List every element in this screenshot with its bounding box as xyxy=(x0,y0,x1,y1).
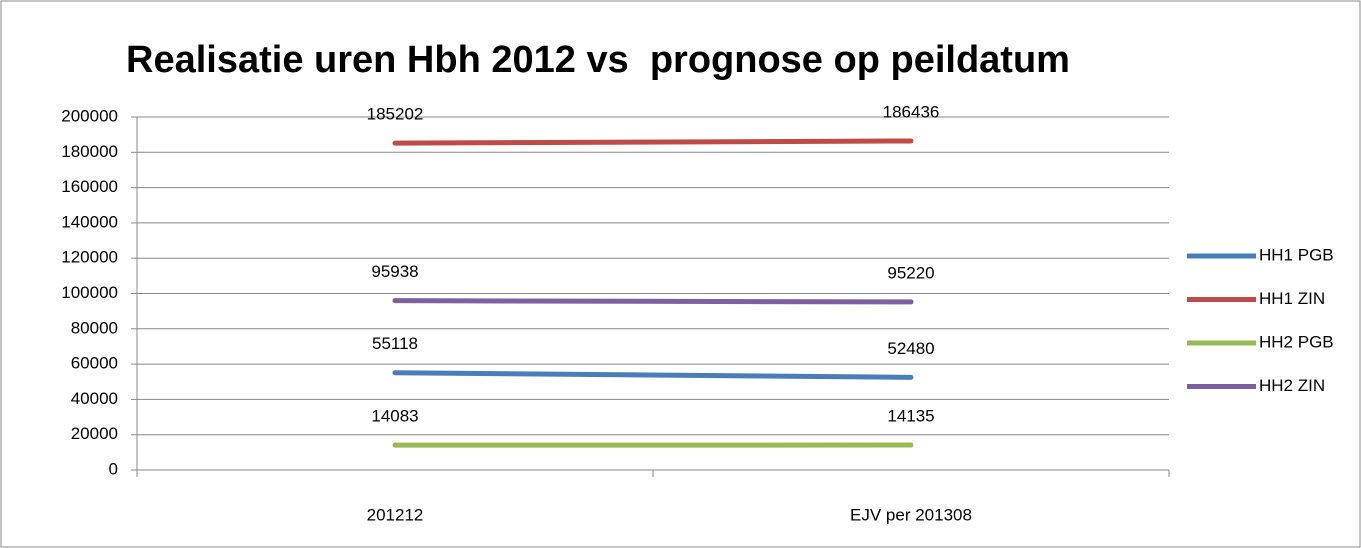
data-label: 95220 xyxy=(887,263,934,282)
x-tick-label: EJV per 201308 xyxy=(850,505,972,524)
x-tick-label: 201212 xyxy=(367,505,424,524)
line-series xyxy=(392,370,914,380)
legend-label: HH1 PGB xyxy=(1259,245,1334,264)
data-label: 185202 xyxy=(367,105,424,124)
y-tick-label: 40000 xyxy=(71,389,118,408)
legend-label: HH1 ZIN xyxy=(1259,289,1325,308)
y-tick-label: 0 xyxy=(109,459,118,478)
line-series xyxy=(392,298,914,305)
y-tick-label: 140000 xyxy=(61,212,118,231)
chart-title: Realisatie uren Hbh 2012 vs prognose op … xyxy=(126,39,1070,81)
legend-label: HH2 PGB xyxy=(1259,332,1334,351)
y-tick-label: 20000 xyxy=(71,424,118,443)
y-tick-label: 100000 xyxy=(61,283,118,302)
data-label: 14135 xyxy=(887,407,934,426)
data-label: 95938 xyxy=(371,262,418,281)
y-tick-label: 200000 xyxy=(61,106,118,125)
y-tick-label: 60000 xyxy=(71,354,118,373)
y-tick-label: 160000 xyxy=(61,177,118,196)
data-label: 55118 xyxy=(372,334,418,353)
line-series xyxy=(392,138,914,146)
data-label: 52480 xyxy=(887,339,934,358)
data-label: 14083 xyxy=(371,407,418,426)
legend-label: HH2 ZIN xyxy=(1259,376,1325,395)
data-label: 186436 xyxy=(883,102,940,121)
y-tick-label: 120000 xyxy=(61,248,118,267)
y-tick-label: 180000 xyxy=(61,142,118,161)
y-tick-label: 80000 xyxy=(71,318,118,337)
